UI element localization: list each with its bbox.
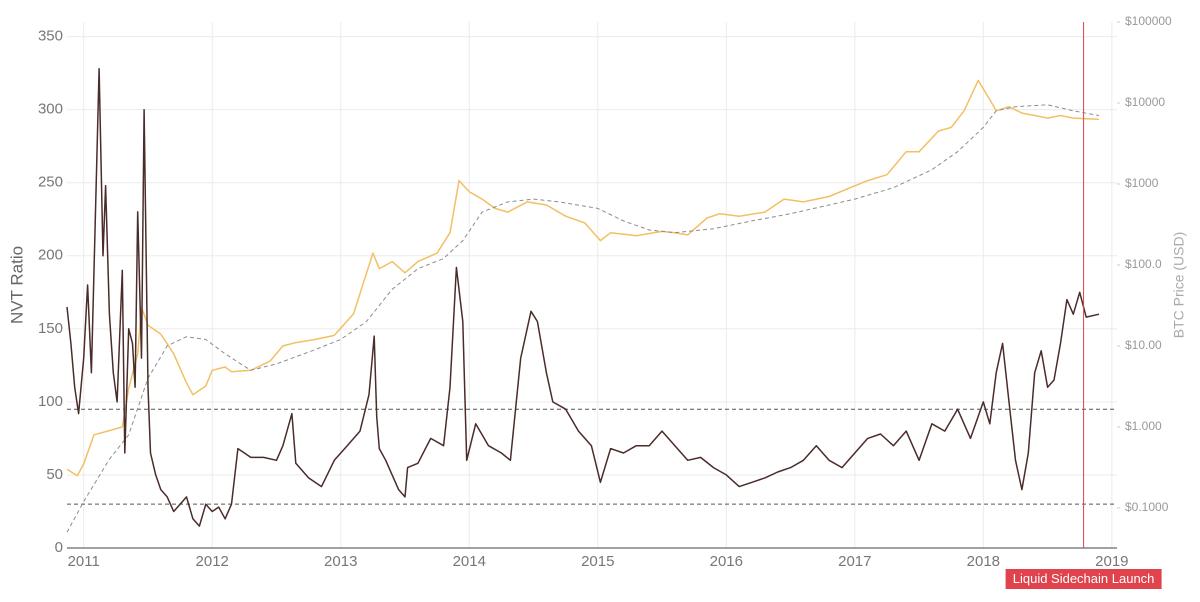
y2-tick-label: $0.1000 <box>1125 500 1169 514</box>
series-line <box>66 104 1100 533</box>
y-tick-label: 200 <box>38 247 63 264</box>
y2-tick-label: $100.0 <box>1125 257 1162 271</box>
series-line <box>66 68 1100 527</box>
y-tick-label: 100 <box>38 393 63 410</box>
x-tick-label: 2015 <box>581 553 614 570</box>
y-tick-label: 300 <box>38 101 63 118</box>
y-tick-label: 150 <box>38 320 63 337</box>
y2-tick-label: $10.00 <box>1125 338 1162 352</box>
y2-axis-label: BTC Price (USD) <box>1171 232 1187 339</box>
annotation-label: Liquid Sidechain Launch <box>1013 571 1155 586</box>
x-tick-label: 2012 <box>196 553 229 570</box>
y-tick-label: 0 <box>55 539 63 556</box>
x-tick-label: 2011 <box>68 553 100 570</box>
y2-tick-label: $1000 <box>1125 176 1159 190</box>
x-tick-label: 2016 <box>710 553 743 570</box>
x-tick-label: 2014 <box>453 553 486 570</box>
series-line <box>66 79 1100 477</box>
y-axis-label: NVT Ratio <box>7 246 26 324</box>
y-tick-label: 350 <box>38 28 63 45</box>
y2-tick-label: $100000 <box>1125 14 1172 28</box>
x-tick-label: 2018 <box>967 553 1000 570</box>
x-tick-label: 2017 <box>838 553 871 570</box>
annotation-box <box>1005 569 1162 589</box>
x-tick-label: 2013 <box>324 553 357 570</box>
x-tick-label: 2019 <box>1095 553 1128 570</box>
y-tick-label: 50 <box>46 466 63 483</box>
y2-tick-label: $1.000 <box>1125 419 1162 433</box>
y-tick-label: 250 <box>38 174 63 191</box>
y2-tick-label: $10000 <box>1125 95 1165 109</box>
